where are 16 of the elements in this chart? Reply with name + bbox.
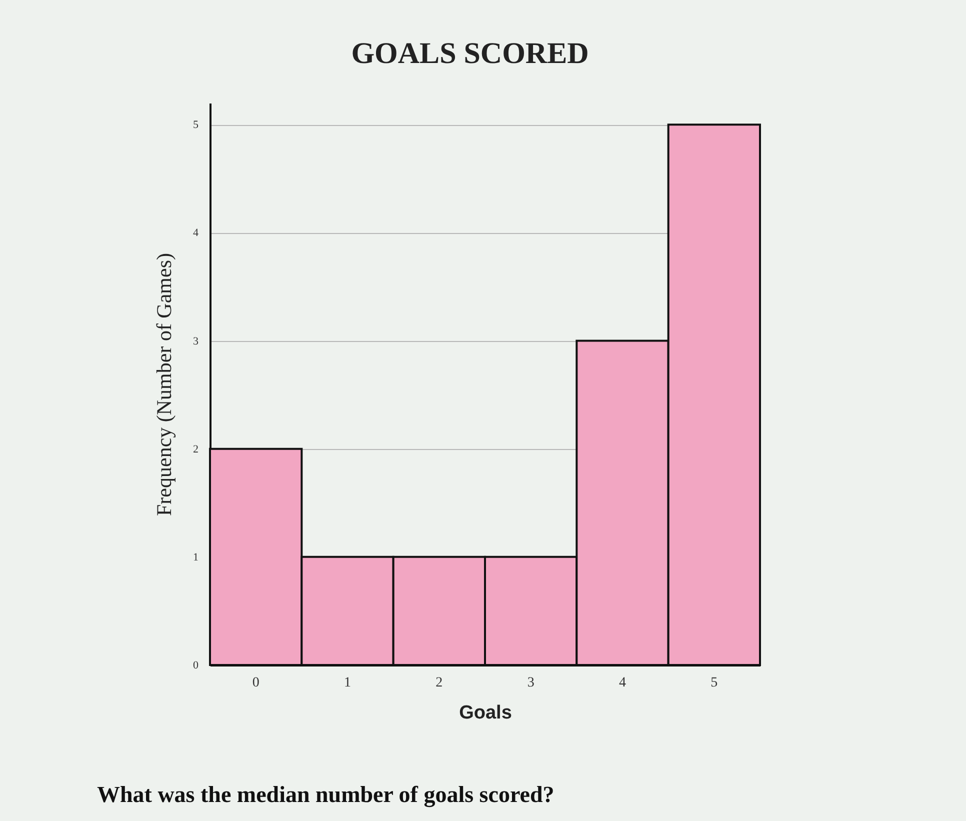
x-tick-label: 5	[710, 676, 718, 690]
y-tick-label: 4	[193, 227, 199, 240]
text: What was the median number of goals scored?	[97, 782, 554, 808]
y-tick-label: 5	[193, 119, 199, 132]
x-tick-label: 4	[619, 676, 626, 690]
x-tick-label: 2	[436, 676, 443, 690]
x-tick-label: 3	[527, 676, 534, 690]
y-axis-title: Frequency (Number of Games)	[152, 253, 176, 516]
y-tick-label: 1	[193, 551, 198, 564]
x-tick-label: 1	[344, 676, 351, 690]
y-tick-label: 0	[193, 660, 199, 672]
y-tick-label: 2	[193, 443, 198, 456]
y-tick-label: 3	[193, 335, 199, 348]
x-tick-label: 0	[252, 676, 260, 690]
x-axis-title: Goals	[459, 702, 512, 724]
chart-title: GOALS SCORED	[351, 37, 589, 70]
